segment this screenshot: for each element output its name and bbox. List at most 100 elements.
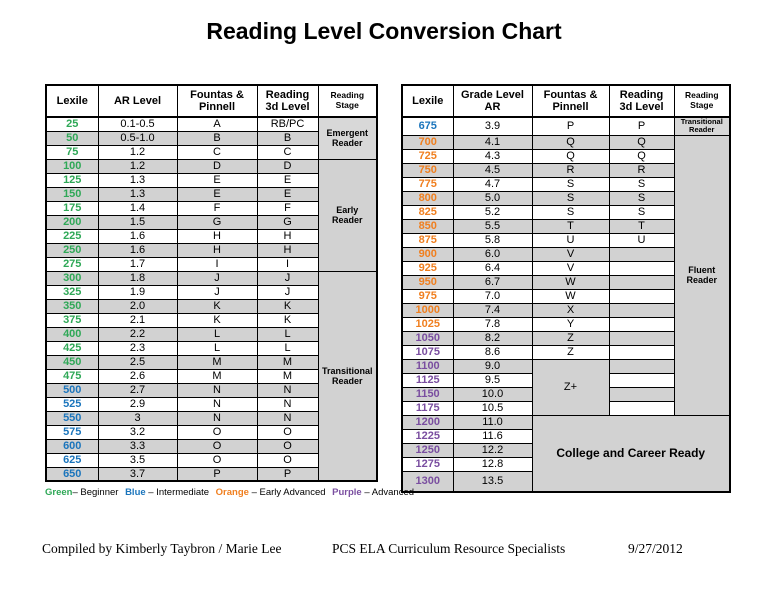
reading-stage-cell: Early Reader [317, 158, 378, 272]
lexile-cell: 225 [45, 228, 99, 244]
lexile-cell: 700 [401, 134, 454, 150]
ar-level-cell: 1.3 [97, 186, 178, 202]
legend-item-early-advanced: Orange – Early Advanced [216, 487, 328, 498]
reading-3d-level-cell [608, 358, 675, 374]
ar-level-cell: 1.5 [97, 214, 178, 230]
fountas-pinnell-cell: Z [531, 344, 610, 360]
lexile-cell: 1075 [401, 344, 454, 360]
table-row: 300 1.8 J J Transitional Reader [45, 270, 378, 482]
lexile-cell: 1000 [401, 302, 454, 318]
col-header-fountas-pinnell: Fountas & Pinnell [531, 84, 610, 118]
lexile-cell: 1125 [401, 372, 454, 388]
table-row: 725 4.3 Q Q [401, 148, 730, 164]
fountas-pinnell-cell: S [531, 176, 610, 192]
fountas-pinnell-cell: O [176, 424, 258, 440]
lexile-cell: 650 [45, 466, 99, 482]
fountas-pinnell-cell: J [176, 270, 258, 286]
table-row: 1200 11.0 College and Career Ready [401, 414, 731, 493]
reading-3d-level-cell: N [256, 396, 319, 412]
lexile-cell: 275 [45, 256, 99, 272]
reading-3d-level-cell: O [256, 438, 319, 454]
table-row: 875 5.8 U U [401, 232, 730, 248]
reading-3d-level-cell: J [256, 270, 319, 286]
legend-term-blue: Blue [125, 487, 146, 498]
legend-term-purple: Purple [332, 487, 362, 498]
reading-3d-level-cell: L [256, 340, 319, 356]
ar-level-cell: 5.0 [452, 190, 533, 206]
ar-level-cell: 1.6 [97, 242, 178, 258]
reading-3d-level-cell: J [256, 284, 319, 300]
ar-level-cell: 4.7 [452, 176, 533, 192]
fountas-pinnell-cell: H [176, 228, 258, 244]
reading-3d-level-cell: P [608, 116, 675, 136]
fountas-pinnell-cell: L [176, 340, 258, 356]
table-row: 250 1.6 H H [45, 242, 377, 258]
col-header-reading-stage: Reading Stage [673, 84, 731, 118]
ar-level-cell: 7.4 [452, 302, 533, 318]
ar-level-cell: 0.1-0.5 [97, 116, 178, 132]
fountas-pinnell-cell: G [176, 214, 258, 230]
table-row: 1300 13.5 [401, 470, 730, 493]
lexile-cell: 100 [45, 158, 99, 174]
fountas-pinnell-cell: H [176, 242, 258, 258]
reading-3d-level-cell: M [256, 368, 319, 384]
ar-level-cell: 1.7 [97, 256, 178, 272]
table-row: 775 4.7 S S [401, 176, 730, 192]
ar-level-cell: 8.6 [452, 344, 533, 360]
lexile-cell: 775 [401, 176, 454, 192]
footer-compiled-by: Compiled by Kimberly Taybron / Marie Lee [42, 541, 282, 556]
table-row: 1050 8.2 Z [401, 330, 730, 346]
ar-level-cell: 12.2 [452, 442, 533, 458]
ar-level-cell: 1.3 [97, 172, 178, 188]
col-header-reading-3d-level: Reading 3d Level [256, 84, 319, 118]
reading-3d-level-cell: S [608, 204, 675, 220]
ar-level-cell: 10.0 [452, 386, 533, 402]
ar-level-cell: 3.7 [97, 466, 178, 482]
table-row: 550 3 N N [45, 410, 377, 426]
lexile-cell: 200 [45, 214, 99, 230]
table-row: 925 6.4 V [401, 260, 730, 276]
ar-level-cell: 0.5-1.0 [97, 130, 178, 146]
lexile-cell: 875 [401, 232, 454, 248]
fountas-pinnell-cell: P [176, 466, 258, 482]
fountas-pinnell-cell: K [176, 298, 258, 314]
footer-organization: PCS ELA Curriculum Resource Specialists [332, 541, 566, 556]
legend-item-beginner: Green– Beginner [45, 487, 121, 498]
ar-level-cell: 1.2 [97, 144, 178, 160]
ar-level-cell: 1.8 [97, 270, 178, 286]
legend-desc-advanced: – Advanced [361, 487, 415, 498]
fountas-pinnell-cell: M [176, 354, 258, 370]
lexile-cell: 300 [45, 270, 99, 286]
ar-level-cell: 6.4 [452, 260, 533, 276]
ar-level-cell: 7.8 [452, 316, 533, 332]
ar-level-cell: 2.9 [97, 396, 178, 412]
reading-3d-level-cell [608, 386, 675, 402]
fountas-pinnell-cell: L [176, 326, 258, 342]
reading-3d-level-cell: E [256, 186, 319, 202]
left-table-header-row: Lexile AR Level Fountas & Pinnell Readin… [45, 84, 378, 118]
table-row: 675 3.9 P P Transitional Reader [401, 116, 731, 136]
table-row: 1075 8.6 Z [401, 344, 730, 360]
lexile-cell: 975 [401, 288, 454, 304]
fountas-pinnell-cell: K [176, 312, 258, 328]
fountas-pinnell-cell: M [176, 368, 258, 384]
legend-term-green: Green [45, 487, 73, 498]
fountas-pinnell-cell: N [176, 410, 258, 426]
reading-3d-level-cell: O [256, 424, 319, 440]
reading-stage-cell: Transitional Reader [673, 116, 731, 136]
fountas-pinnell-cell: N [176, 396, 258, 412]
fountas-pinnell-cell: W [531, 274, 610, 290]
ar-level-cell: 8.2 [452, 330, 533, 346]
reading-3d-level-cell: R [608, 162, 675, 178]
ar-level-cell: 3 [97, 410, 178, 426]
ar-level-cell: 3.9 [452, 116, 533, 136]
fountas-pinnell-cell: U [531, 232, 610, 248]
ar-level-cell: 5.5 [452, 218, 533, 234]
table-row: 25 0.1-0.5 A RB/PC Emergent Reader [45, 116, 378, 160]
lexile-cell: 125 [45, 172, 99, 188]
fountas-pinnell-cell: O [176, 452, 258, 468]
reading-stage-cell: Transitional Reader [317, 270, 378, 482]
col-header-reading-3d-level: Reading 3d Level [608, 84, 675, 118]
reading-3d-level-cell [608, 330, 675, 346]
legend-desc-beginner: – Beginner [72, 487, 122, 498]
